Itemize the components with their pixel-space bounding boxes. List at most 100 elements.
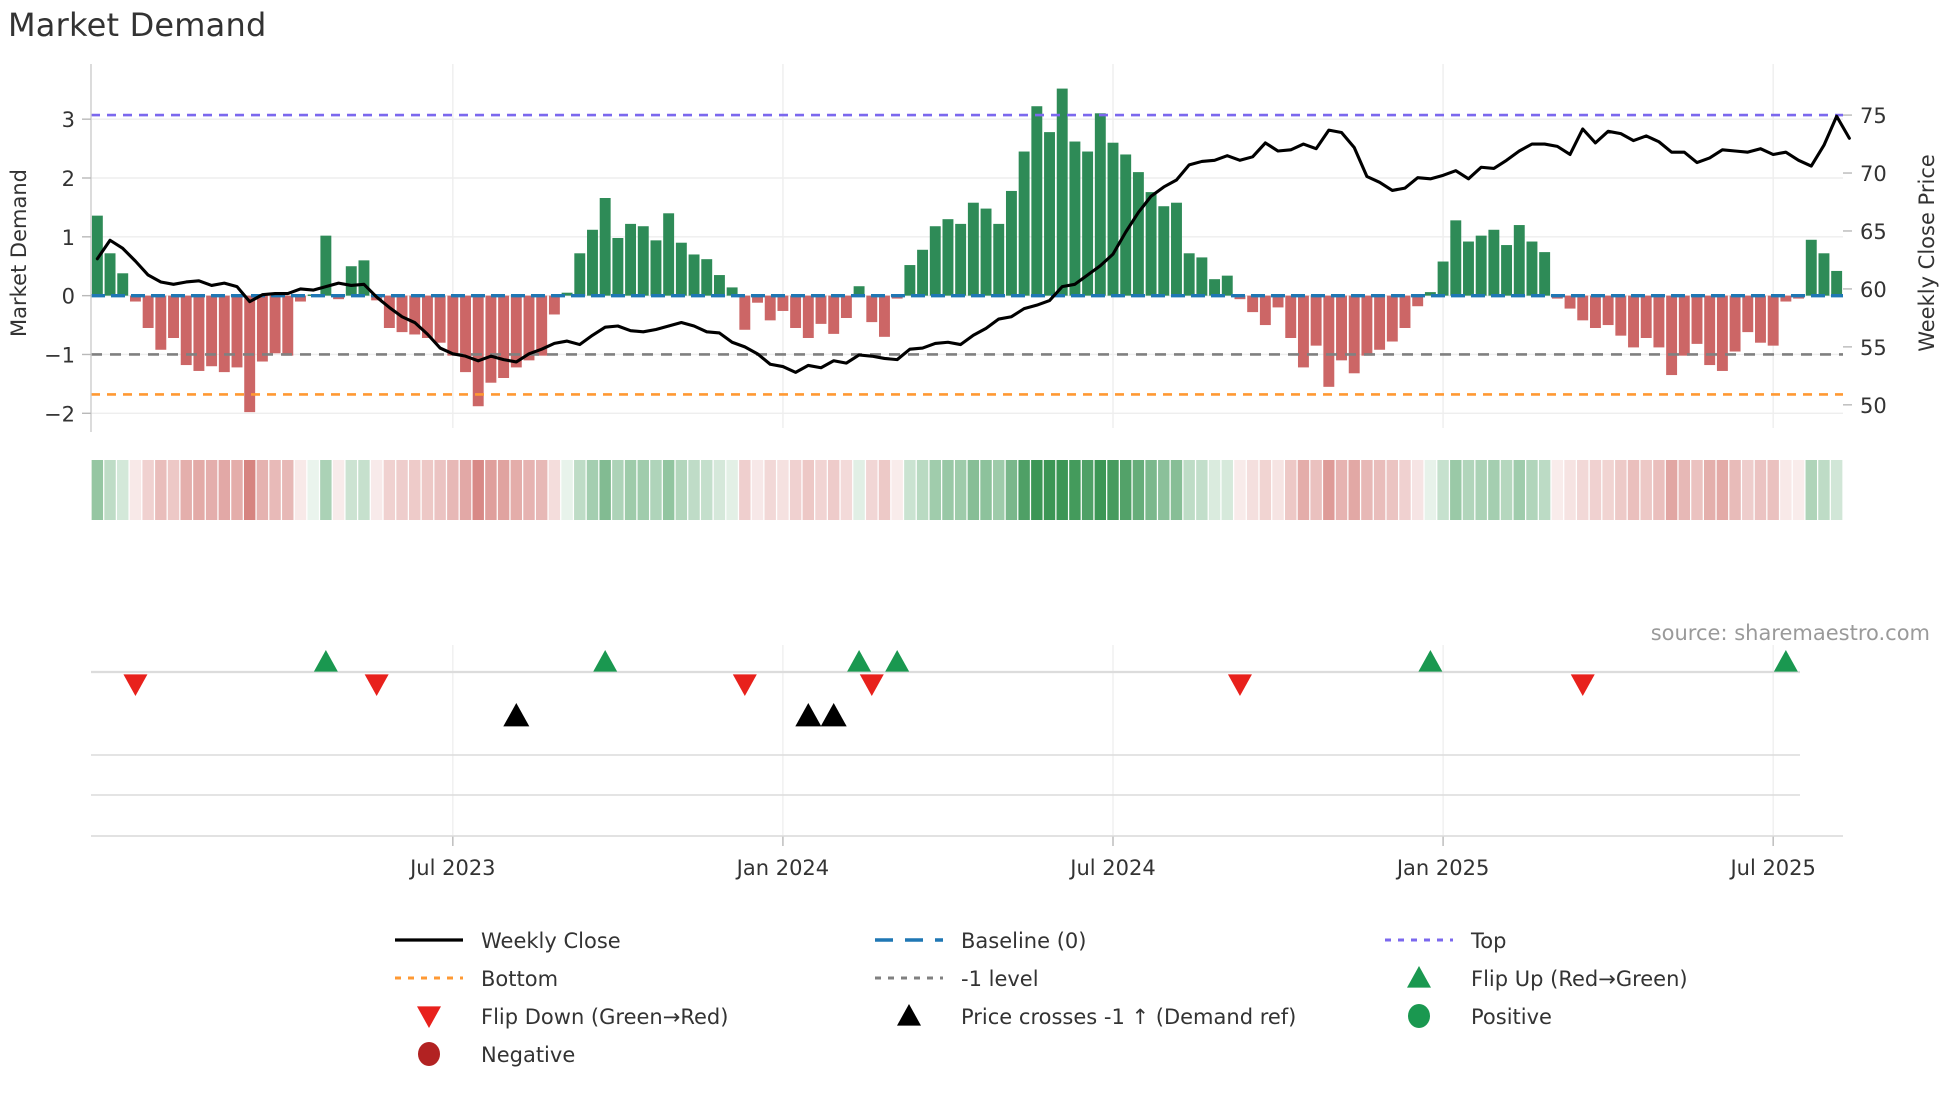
demand-bar bbox=[1501, 245, 1513, 296]
heatmap-cell bbox=[1018, 460, 1030, 520]
demand-bar bbox=[1196, 257, 1208, 296]
demand-bar bbox=[1094, 113, 1106, 296]
source-attribution: source: sharemaestro.com bbox=[1651, 621, 1930, 645]
heatmap-cell bbox=[586, 460, 599, 520]
heatmap-cell bbox=[993, 460, 1005, 520]
y-axis-tick-label-left: 3 bbox=[62, 108, 75, 132]
heatmap-cell bbox=[1158, 460, 1170, 520]
legend-label: Price crosses -1 ↑ (Demand ref) bbox=[961, 1005, 1296, 1029]
heatmap-cell bbox=[1830, 460, 1843, 520]
demand-bar bbox=[1577, 295, 1589, 321]
demand-bar bbox=[840, 295, 852, 318]
y-axis-title-right: Weekly Close Price bbox=[1915, 154, 1939, 352]
heatmap-cell bbox=[1094, 460, 1107, 520]
heatmap-cell bbox=[243, 460, 256, 520]
heatmap-cell bbox=[1551, 460, 1564, 520]
y-axis-title-left: Market Demand bbox=[7, 169, 31, 337]
reference-lines-layer bbox=[91, 113, 1843, 396]
demand-bar bbox=[1221, 275, 1233, 296]
heatmap-cell bbox=[180, 460, 192, 520]
legend-item: Positive bbox=[1408, 1004, 1552, 1029]
legend-triangle-up-swatch bbox=[1407, 966, 1431, 988]
legend-label: Negative bbox=[481, 1043, 575, 1067]
demand-bar bbox=[510, 295, 522, 368]
demand-bar bbox=[129, 295, 141, 302]
heatmap-cell bbox=[1272, 460, 1284, 520]
heatmap-cell bbox=[1450, 460, 1462, 520]
demand-bar bbox=[574, 253, 586, 296]
y-axis-tick-label-right: 70 bbox=[1860, 162, 1887, 186]
heatmap-cell bbox=[1716, 460, 1729, 520]
heatmap-cell bbox=[167, 460, 180, 520]
heatmap-cell bbox=[1653, 460, 1665, 520]
demand-bar bbox=[536, 295, 548, 356]
demand-bar bbox=[777, 295, 789, 311]
demand-bars-layer bbox=[91, 88, 1843, 413]
demand-bar bbox=[485, 295, 497, 383]
demand-bar bbox=[879, 295, 890, 337]
flip-up-marker bbox=[1418, 650, 1443, 672]
demand-bar bbox=[1209, 279, 1221, 296]
heatmap-cell bbox=[1310, 460, 1322, 520]
legend-item: Bottom bbox=[395, 967, 558, 991]
price-cross-marker bbox=[503, 703, 530, 727]
heatmap-cell bbox=[1005, 460, 1018, 520]
demand-bar bbox=[1044, 132, 1055, 296]
demand-bar bbox=[993, 223, 1005, 296]
demand-bar bbox=[1285, 295, 1297, 338]
demand-bar bbox=[1755, 295, 1766, 343]
legend-label: Weekly Close bbox=[481, 929, 621, 953]
heatmap-cell bbox=[1805, 460, 1817, 520]
heatmap-cell bbox=[866, 460, 878, 520]
y-axis-tick-label-left: 1 bbox=[62, 226, 75, 250]
heatmap-cell bbox=[1056, 460, 1068, 520]
legend-label: Bottom bbox=[481, 967, 558, 991]
demand-bar bbox=[383, 295, 395, 328]
demand-bar bbox=[218, 295, 230, 373]
demand-bar bbox=[1475, 235, 1487, 296]
heatmap-cell bbox=[954, 460, 967, 520]
legend-item: Weekly Close bbox=[395, 929, 621, 953]
heatmap-cell bbox=[688, 460, 700, 520]
heatmap-cell bbox=[662, 460, 675, 520]
demand-bar bbox=[650, 240, 662, 296]
demand-bar bbox=[1361, 295, 1373, 356]
demand-bar bbox=[752, 295, 763, 303]
heatmap-cell bbox=[1335, 460, 1348, 520]
x-axis-tick-label: Jan 2024 bbox=[735, 856, 830, 880]
demand-bar bbox=[675, 242, 687, 296]
heatmap-cell bbox=[1170, 460, 1183, 520]
heatmap-cell bbox=[485, 460, 497, 520]
flip-down-marker bbox=[732, 674, 757, 696]
demand-bar bbox=[1805, 239, 1817, 296]
demand-bar bbox=[498, 295, 510, 378]
legend-triangle-up-swatch bbox=[897, 1004, 921, 1026]
heatmap-cell bbox=[1259, 460, 1272, 520]
flip-down-marker bbox=[364, 674, 389, 696]
demand-bar bbox=[1056, 88, 1068, 296]
heatmap-cell bbox=[1602, 460, 1614, 520]
heatmap-cell bbox=[1589, 460, 1602, 520]
heatmap-cell bbox=[459, 460, 472, 520]
demand-bar bbox=[1005, 190, 1017, 296]
heatmap-cell bbox=[1526, 460, 1538, 520]
heatmap-cell bbox=[777, 460, 789, 520]
demand-bar bbox=[1602, 295, 1614, 326]
heatmap-cell bbox=[320, 460, 332, 520]
demand-bar bbox=[269, 295, 281, 354]
heatmap-cell bbox=[129, 460, 142, 520]
legend-circle-swatch bbox=[418, 1042, 440, 1066]
heatmap-cell bbox=[726, 460, 738, 520]
flip-down-marker bbox=[859, 674, 884, 696]
demand-bar bbox=[1526, 241, 1538, 296]
heatmap-cell bbox=[574, 460, 586, 520]
demand-bar bbox=[625, 223, 637, 296]
heatmap-cell bbox=[1221, 460, 1233, 520]
legend-item: -1 level bbox=[875, 967, 1039, 991]
demand-bar bbox=[828, 295, 840, 334]
flip-up-marker bbox=[847, 650, 872, 672]
demand-bar bbox=[1767, 295, 1779, 346]
heatmap-cell bbox=[1767, 460, 1779, 520]
heatmap-cell bbox=[510, 460, 523, 520]
demand-bar bbox=[904, 265, 916, 296]
